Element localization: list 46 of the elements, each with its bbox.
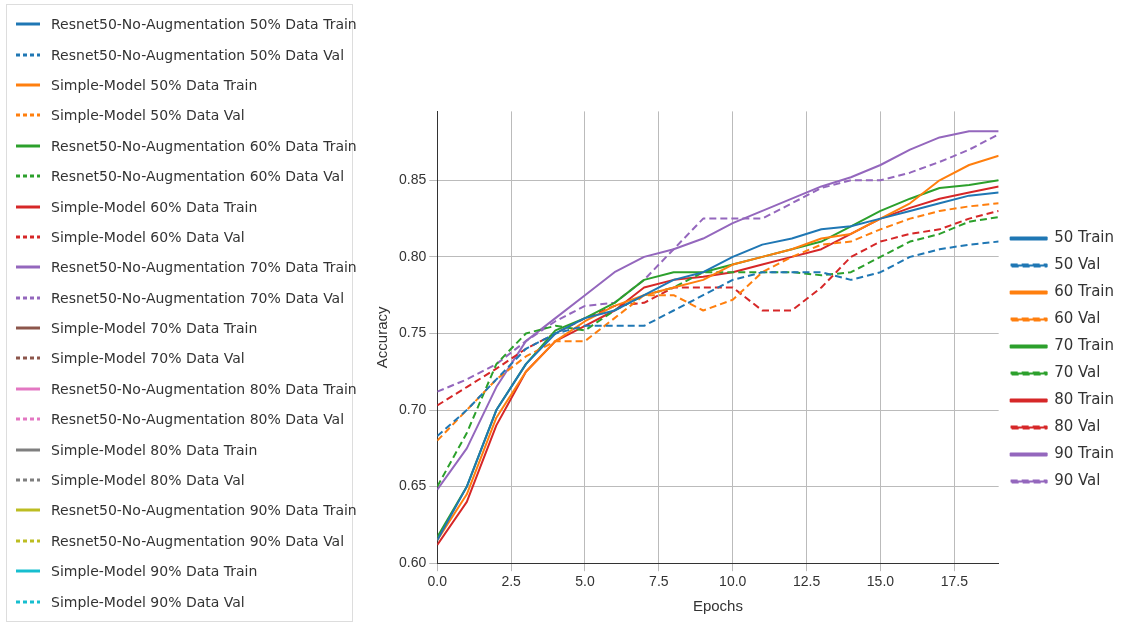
text: Resnet50-No-Augmentation 90% Data Val — [51, 532, 345, 549]
y-tick-label: 0.70 — [399, 400, 427, 417]
text: Simple-Model 50% Data Val — [51, 107, 245, 124]
legend-label: 70 Train — [1054, 336, 1115, 355]
legend-label: 50 Train — [1054, 228, 1115, 247]
text: Simple-Model 50% Data Train — [51, 76, 258, 93]
text: Simple-Model 60% Data Train — [51, 198, 258, 215]
legend-label: 60 Train — [1054, 282, 1115, 301]
text: Resnet50-No-Augmentation 70% Data Train — [51, 259, 357, 276]
text: Simple-Model 80% Data Train — [51, 441, 258, 458]
x-tick-label: 7.5 — [649, 573, 669, 590]
text: Simple-Model 70% Data Train — [51, 320, 258, 337]
x-tick-label: 2.5 — [501, 573, 522, 590]
x-tick-label: 10.0 — [719, 573, 747, 590]
text: Resnet50-No-Augmentation 80% Data Train — [51, 380, 357, 397]
text: Resnet50-No-Augmentation 50% Data Val — [51, 46, 345, 63]
text: Resnet50-No-Augmentation 60% Data Val — [51, 168, 345, 185]
legend-label: 90 Val — [1054, 471, 1101, 490]
x-tick-label: 17.5 — [940, 573, 969, 590]
legend-label: 60 Val — [1054, 309, 1101, 328]
y-tick-label: 0.80 — [399, 247, 427, 264]
text: Simple-Model 80% Data Val — [51, 472, 245, 489]
legend-label: 70 Val — [1054, 363, 1101, 382]
text: Resnet50-No-Augmentation 70% Data Val — [51, 289, 345, 306]
text: Resnet50-No-Augmentation 80% Data Val — [51, 411, 345, 428]
x-axis-title: Epochs — [692, 597, 743, 615]
text: Resnet50-No-Augmentation 90% Data Train — [51, 502, 357, 519]
legend-label: 90 Train — [1054, 444, 1115, 463]
legend-label: 50 Val — [1054, 255, 1101, 274]
y-tick-label: 0.85 — [399, 171, 427, 188]
legend-label: 80 Val — [1054, 417, 1101, 436]
y-tick-label: 0.65 — [399, 477, 427, 494]
text: Simple-Model 90% Data Train — [51, 563, 258, 580]
text: Simple-Model 70% Data Val — [51, 350, 245, 367]
y-axis-title: Accuracy — [373, 305, 391, 369]
y-tick-label: 0.75 — [399, 324, 427, 341]
text: Resnet50-No-Augmentation 60% Data Train — [51, 137, 357, 154]
x-tick-label: 0.0 — [427, 573, 448, 590]
legend-label: 80 Train — [1054, 390, 1115, 409]
text: Resnet50-No-Augmentation 50% Data Train — [51, 16, 357, 33]
y-tick-label: 0.60 — [399, 554, 427, 571]
x-tick-label: 5.0 — [575, 573, 595, 590]
x-tick-label: 15.0 — [866, 573, 895, 590]
text: Simple-Model 90% Data Val — [51, 593, 245, 610]
text: Simple-Model 60% Data Val — [51, 228, 245, 245]
x-tick-label: 12.5 — [792, 573, 821, 590]
